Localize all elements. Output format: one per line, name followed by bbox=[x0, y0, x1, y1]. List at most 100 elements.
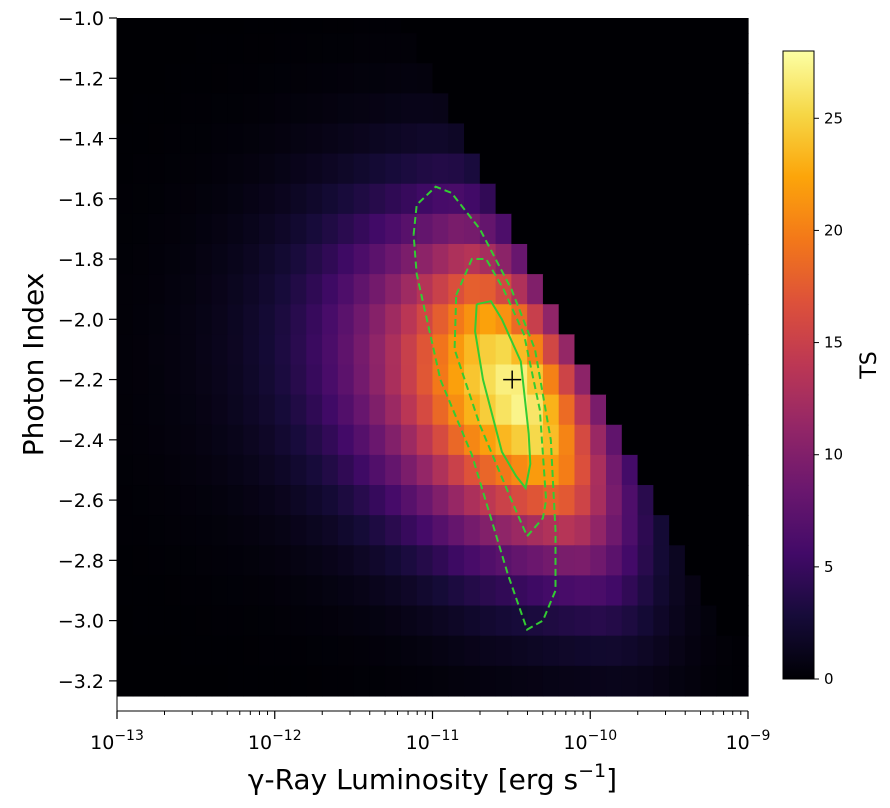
x-axis-title: γ-Ray Luminosity [erg s−1] bbox=[248, 760, 617, 796]
heatmap-cell bbox=[117, 545, 134, 577]
heatmap-cell bbox=[684, 123, 702, 155]
heatmap-cell bbox=[574, 454, 591, 486]
heatmap-cell bbox=[511, 93, 528, 125]
heatmap-cell bbox=[527, 153, 544, 185]
heatmap-cell bbox=[542, 63, 560, 94]
heatmap-cell bbox=[337, 304, 355, 335]
colorbar-tick-label: 0 bbox=[824, 670, 834, 688]
heatmap-cell bbox=[117, 635, 134, 667]
heatmap-cell bbox=[132, 605, 150, 637]
heatmap-cell bbox=[464, 304, 481, 335]
heatmap-cell bbox=[621, 243, 639, 275]
heatmap-cell bbox=[290, 153, 307, 185]
heatmap-cell bbox=[700, 334, 718, 366]
heatmap-cell bbox=[227, 605, 244, 637]
heatmap-cell bbox=[258, 304, 276, 335]
heatmap-cell bbox=[495, 93, 512, 125]
heatmap-cell bbox=[511, 665, 528, 697]
heatmap-cell bbox=[337, 93, 355, 125]
heatmap-cell bbox=[479, 183, 497, 215]
heatmap-cell bbox=[495, 575, 512, 607]
heatmap-cell bbox=[716, 18, 733, 34]
heatmap-cell bbox=[448, 454, 465, 486]
heatmap-cell bbox=[684, 545, 702, 577]
heatmap-cell bbox=[432, 545, 449, 577]
heatmap-cell bbox=[132, 93, 150, 125]
heatmap-cell bbox=[290, 93, 307, 125]
heatmap-cell bbox=[258, 364, 276, 396]
heatmap-cell bbox=[464, 454, 481, 486]
heatmap-cell bbox=[180, 304, 197, 335]
heatmap-cell bbox=[590, 454, 607, 486]
heatmap-cell bbox=[700, 274, 718, 305]
heatmap-cell bbox=[558, 454, 576, 486]
heatmap-cell bbox=[211, 243, 229, 275]
heatmap-cell bbox=[180, 485, 197, 516]
heatmap-cell bbox=[195, 635, 213, 667]
heatmap-cell bbox=[180, 123, 197, 155]
heatmap-cell bbox=[243, 364, 260, 396]
heatmap-cell bbox=[306, 605, 323, 637]
colorbar-tick-label: 15 bbox=[824, 334, 843, 352]
heatmap-cell bbox=[700, 243, 718, 275]
heatmap-cell bbox=[495, 63, 512, 94]
heatmap-cell bbox=[243, 515, 260, 546]
heatmap-cell bbox=[732, 454, 749, 486]
heatmap-cell bbox=[274, 334, 292, 366]
heatmap-cell bbox=[448, 424, 465, 456]
heatmap-cell bbox=[590, 213, 607, 245]
heatmap-cell bbox=[527, 18, 544, 34]
heatmap-cell bbox=[511, 243, 528, 275]
heatmap-cell bbox=[590, 93, 607, 125]
heatmap-cell bbox=[574, 93, 591, 125]
heatmap-cell bbox=[400, 123, 418, 155]
heatmap-cell bbox=[385, 274, 402, 305]
heatmap-cell bbox=[542, 605, 560, 637]
heatmap-cell bbox=[653, 274, 670, 305]
heatmap-cell bbox=[274, 93, 292, 125]
heatmap-cell bbox=[716, 545, 733, 577]
heatmap-cell bbox=[621, 213, 639, 245]
heatmap-cell bbox=[653, 394, 670, 426]
heatmap-cell bbox=[385, 545, 402, 577]
heatmap-cell bbox=[542, 334, 560, 366]
heatmap-cell bbox=[574, 485, 591, 516]
heatmap-cell bbox=[132, 304, 150, 335]
heatmap-cell bbox=[243, 605, 260, 637]
heatmap-cell bbox=[732, 63, 749, 94]
heatmap-cell bbox=[180, 33, 197, 64]
heatmap-cell bbox=[464, 665, 481, 697]
heatmap-cell bbox=[117, 515, 134, 546]
heatmap-cell bbox=[574, 18, 591, 34]
heatmap-cell bbox=[243, 123, 260, 155]
heatmap-cell bbox=[258, 243, 276, 275]
y-tick-label: −1.6 bbox=[58, 189, 104, 211]
heatmap-cell bbox=[369, 424, 386, 456]
heatmap-cell bbox=[716, 605, 733, 637]
heatmap-cell bbox=[274, 545, 292, 577]
heatmap-cell bbox=[258, 394, 276, 426]
heatmap-cell bbox=[527, 665, 544, 697]
heatmap-cell bbox=[369, 485, 386, 516]
heatmap-cell bbox=[700, 424, 718, 456]
heatmap-cell bbox=[369, 63, 386, 94]
heatmap-cell bbox=[732, 665, 749, 697]
heatmap-cell bbox=[322, 93, 339, 125]
heatmap-cell bbox=[464, 213, 481, 245]
heatmap-cell bbox=[195, 485, 213, 516]
heatmap-cell bbox=[132, 123, 150, 155]
heatmap-cell bbox=[337, 394, 355, 426]
heatmap-cell bbox=[211, 304, 229, 335]
heatmap-cell bbox=[558, 545, 576, 577]
heatmap-cell bbox=[448, 515, 465, 546]
heatmap-cell bbox=[164, 18, 181, 34]
heatmap-cell bbox=[637, 93, 654, 125]
heatmap-cell bbox=[684, 63, 702, 94]
heatmap-cell bbox=[164, 93, 181, 125]
heatmap-cell bbox=[274, 424, 292, 456]
heatmap-cell bbox=[542, 485, 560, 516]
heatmap-cell bbox=[716, 93, 733, 125]
heatmap-cell bbox=[369, 18, 386, 34]
heatmap-cell bbox=[432, 18, 449, 34]
heatmap-cell bbox=[464, 183, 481, 215]
